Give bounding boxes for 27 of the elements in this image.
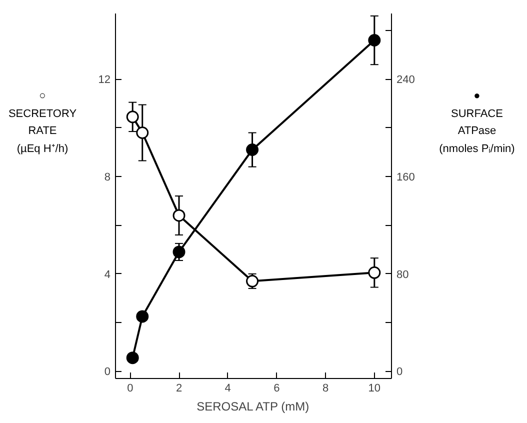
point	[136, 126, 149, 139]
x-tick-label: 6	[274, 382, 280, 394]
point	[126, 352, 139, 364]
y-tick-label: 8	[104, 172, 111, 184]
x-tick-label: 4	[224, 382, 231, 394]
point	[246, 274, 259, 288]
y-tick-label: 0	[104, 366, 111, 378]
y-tick-label: 12	[98, 74, 111, 86]
y2-tick-label: 240	[396, 74, 415, 86]
point	[368, 34, 381, 47]
x-tick-label: 10	[368, 382, 381, 394]
y-axis-title: ○ SECRETORY RATE (µEq H⁺/h)	[8, 89, 77, 157]
x-axis-title: SEROSAL ATP (mM)	[196, 400, 310, 414]
point	[368, 266, 381, 279]
y2-tick-label: 80	[396, 268, 409, 281]
point	[136, 310, 149, 323]
y2-axis-title: ● SURFACE ATPase (nmoles Pᵢ/min)	[439, 89, 515, 157]
point	[172, 209, 186, 222]
point	[246, 144, 259, 156]
x-tick-label: 0	[127, 382, 134, 394]
point	[172, 246, 186, 258]
point	[126, 110, 139, 124]
x-tick-label: 2	[176, 382, 182, 394]
x-tick-label: 8	[322, 382, 329, 394]
y2-tick-label: 0	[396, 366, 403, 378]
y-tick-label: 4	[104, 268, 111, 281]
y2-tick-label: 160	[396, 172, 415, 184]
